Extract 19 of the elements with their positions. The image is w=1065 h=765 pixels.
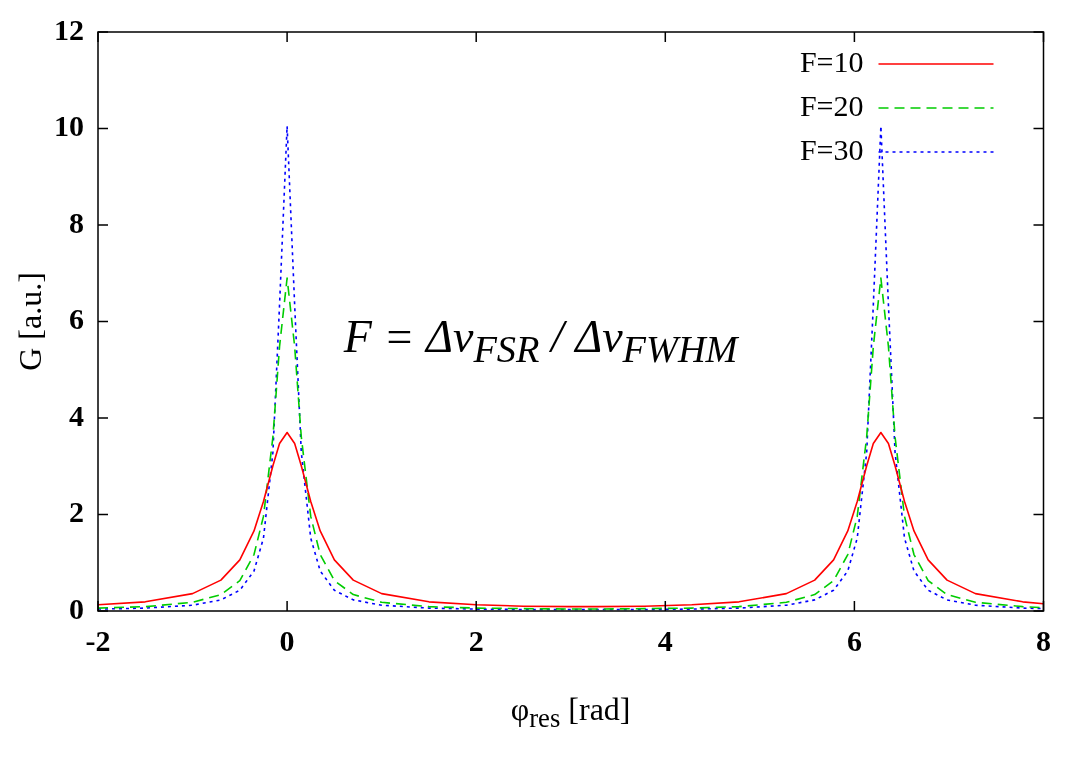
x-tick-label: -2 (85, 623, 111, 657)
y-tick-label: 12 (54, 12, 84, 46)
y-tick-label: 10 (54, 109, 84, 143)
x-tick-label: 4 (657, 623, 673, 657)
x-tick-label: 0 (279, 623, 295, 657)
x-axis-title: φ$_{res}$ [rad] (510, 691, 631, 735)
y-axis-title: G [a.u.] (11, 272, 49, 371)
y-tick-label: 4 (69, 398, 84, 432)
y-tick-label: 0 (69, 591, 84, 625)
annotation: F = Δν$_{FSR}$ / Δν$_{FWHM}$ (343, 309, 738, 372)
y-tick-label: 6 (69, 302, 84, 336)
legend-label: F=30 (799, 132, 864, 166)
y-tick-label: 2 (69, 495, 84, 529)
x-tick-label: 8 (1036, 623, 1051, 657)
x-tick-label: 2 (468, 623, 484, 657)
legend-label: F=10 (799, 44, 864, 78)
x-tick-label: 6 (846, 623, 862, 657)
legend-label: F=20 (799, 88, 864, 122)
y-tick-label: 8 (69, 205, 84, 239)
